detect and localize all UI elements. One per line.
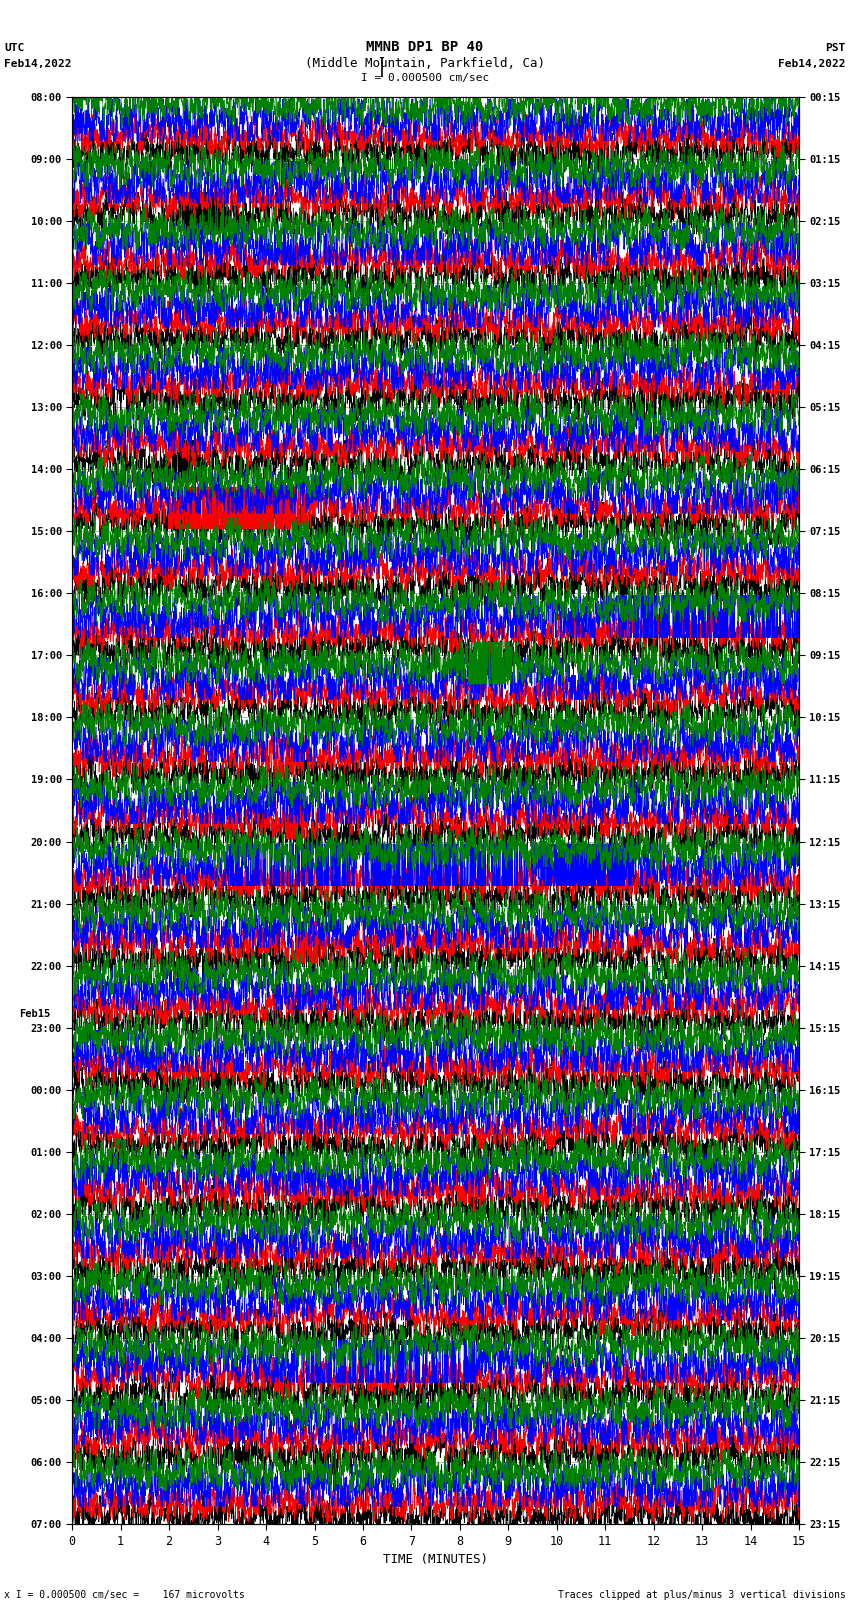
Text: MMNB DP1 BP 40: MMNB DP1 BP 40 — [366, 39, 484, 53]
Text: UTC: UTC — [4, 44, 25, 53]
Text: Feb14,2022: Feb14,2022 — [4, 58, 71, 69]
Text: Feb14,2022: Feb14,2022 — [779, 58, 846, 69]
Text: x I = 0.000500 cm/sec =    167 microvolts: x I = 0.000500 cm/sec = 167 microvolts — [4, 1590, 245, 1600]
Text: Traces clipped at plus/minus 3 vertical divisions: Traces clipped at plus/minus 3 vertical … — [558, 1590, 846, 1600]
X-axis label: TIME (MINUTES): TIME (MINUTES) — [383, 1553, 488, 1566]
Text: PST: PST — [825, 44, 846, 53]
Text: (Middle Mountain, Parkfield, Ca): (Middle Mountain, Parkfield, Ca) — [305, 58, 545, 71]
Text: Feb15: Feb15 — [20, 1008, 51, 1019]
Text: I = 0.000500 cm/sec: I = 0.000500 cm/sec — [361, 73, 489, 84]
